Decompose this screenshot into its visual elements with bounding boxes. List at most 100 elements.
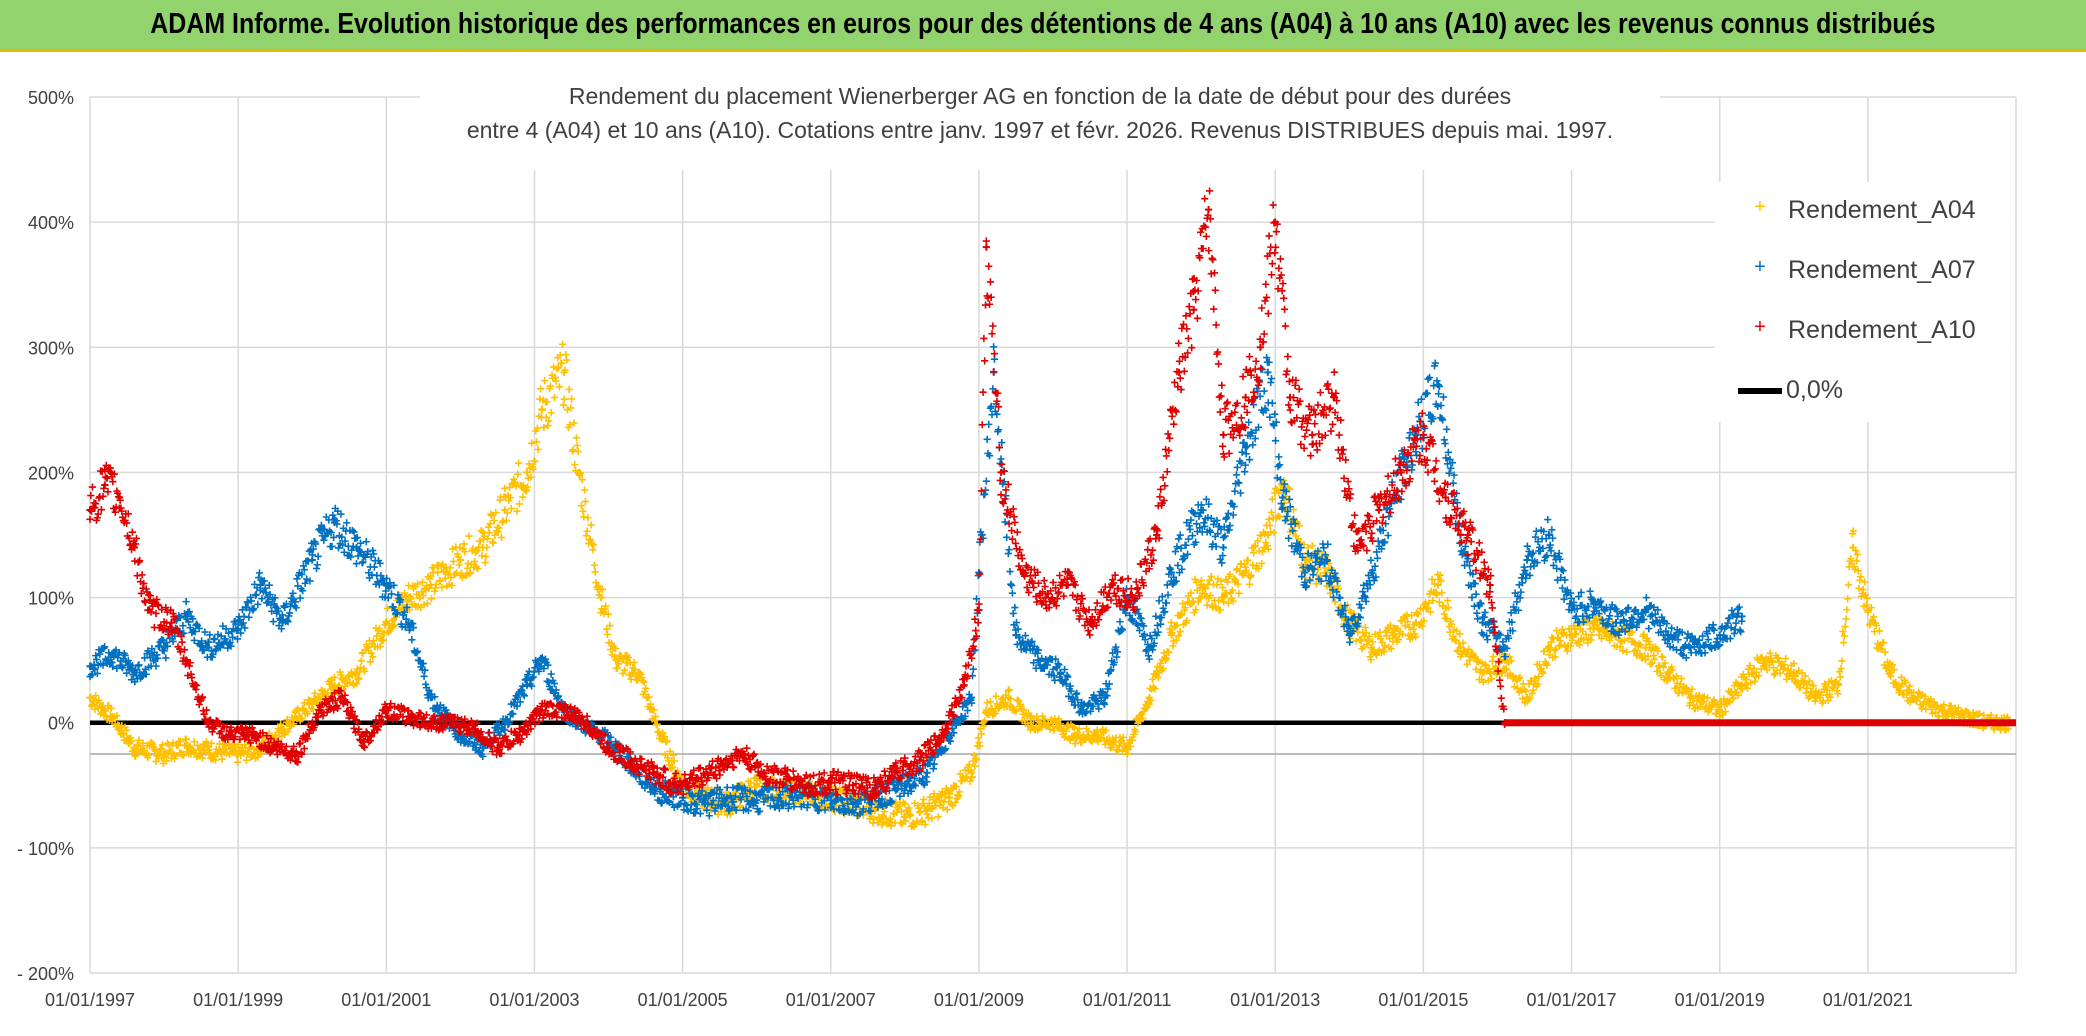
data-point-rendement_a04 xyxy=(1197,581,1205,589)
data-point-rendement_a04 xyxy=(427,581,435,589)
data-point-rendement_a07 xyxy=(1079,706,1087,714)
legend-label-a07: Rendement_A07 xyxy=(1788,256,1976,284)
legend-box xyxy=(1715,182,2015,422)
data-point-rendement_a07 xyxy=(1716,631,1724,639)
data-point-rendement_a04 xyxy=(1390,631,1398,639)
legend: + Rendement_A04 + Rendement_A07 + Rendem… xyxy=(1715,182,2015,422)
data-point-rendement_a07 xyxy=(1367,568,1376,577)
data-point-rendement_a10 xyxy=(649,769,657,777)
y-tick-label: 500% xyxy=(28,88,74,108)
data-point-rendement_a04 xyxy=(1412,619,1420,627)
data-point-rendement_a07 xyxy=(827,796,835,804)
data-point-rendement_a04 xyxy=(86,694,94,702)
data-point-rendement_a07 xyxy=(1686,644,1694,652)
data-point-rendement_a07 xyxy=(1242,443,1250,451)
data-point-rendement_a07 xyxy=(330,518,339,527)
data-point-rendement_a04 xyxy=(1264,531,1272,539)
data-point-rendement_a07 xyxy=(1612,619,1620,627)
data-point-rendement_a04 xyxy=(1686,694,1694,702)
data-point-rendement_a07 xyxy=(1642,606,1650,614)
data-point-rendement_a10 xyxy=(1419,431,1427,439)
data-point-rendement_a07 xyxy=(1479,619,1487,627)
data-point-rendement_a10 xyxy=(227,731,235,739)
data-point-rendement_a10 xyxy=(693,775,702,783)
data-point-rendement_a04 xyxy=(656,731,664,739)
data-point-rendement_a04 xyxy=(479,543,487,552)
data-point-rendement_a04 xyxy=(1167,631,1176,639)
data-point-rendement_a10 xyxy=(204,719,213,727)
data-point-rendement_a04 xyxy=(1908,694,1916,702)
data-point-rendement_a04 xyxy=(634,669,642,677)
data-point-rendement_a10 xyxy=(782,775,790,783)
data-point-rendement_a10 xyxy=(1353,543,1361,552)
data-point-rendement_a07 xyxy=(1264,368,1272,376)
data-point-rendement_a10 xyxy=(738,750,746,758)
data-point-rendement_a10 xyxy=(1041,593,1050,602)
data-point-rendement_a10 xyxy=(1153,531,1161,539)
data-point-rendement_a10 xyxy=(760,769,768,777)
x-tick-label: 01/01/1999 xyxy=(193,990,283,1010)
data-point-rendement_a10 xyxy=(538,706,546,714)
data-point-rendement_a04 xyxy=(560,368,568,376)
data-point-rendement_a07 xyxy=(1012,631,1020,639)
data-point-rendement_a04 xyxy=(108,712,116,721)
data-point-rendement_a04 xyxy=(1367,644,1376,652)
data-point-rendement_a04 xyxy=(1049,719,1057,727)
data-point-rendement_a07 xyxy=(1545,531,1553,539)
data-point-rendement_a04 xyxy=(575,468,583,477)
data-point-rendement_a07 xyxy=(967,694,976,702)
data-point-rendement_a04 xyxy=(501,506,509,514)
data-point-rendement_a10 xyxy=(1256,343,1265,351)
data-point-rendement_a04 xyxy=(1123,744,1131,752)
data-point-rendement_a10 xyxy=(1108,581,1116,589)
data-point-rendement_a04 xyxy=(1790,669,1798,677)
data-point-rendement_a04 xyxy=(1242,568,1250,577)
data-point-rendement_a07 xyxy=(1738,612,1746,620)
data-point-rendement_a10 xyxy=(145,606,153,614)
data-point-rendement_a07 xyxy=(1345,631,1353,639)
data-point-rendement_a04 xyxy=(901,812,909,821)
y-tick-label: 100% xyxy=(28,589,74,609)
data-point-rendement_a04 xyxy=(404,593,413,602)
data-point-rendement_a10 xyxy=(960,681,968,689)
y-tick-label: 0% xyxy=(48,714,74,734)
data-point-rendement_a10 xyxy=(1271,218,1279,226)
data-point-rendement_a07 xyxy=(1301,568,1309,577)
chart-title-line2: entre 4 (A04) et 10 ans (A10). Cotations… xyxy=(467,117,1613,143)
data-point-rendement_a07 xyxy=(723,794,731,802)
data-point-rendement_a04 xyxy=(1523,694,1531,702)
data-point-rendement_a10 xyxy=(338,694,346,702)
data-point-rendement_a04 xyxy=(1093,731,1102,739)
data-point-rendement_a07 xyxy=(923,769,931,777)
data-point-rendement_a10 xyxy=(182,656,190,664)
data-point-rendement_a10 xyxy=(1130,593,1139,602)
data-point-rendement_a10 xyxy=(604,744,613,752)
data-point-rendement_a04 xyxy=(523,468,531,477)
data-point-rendement_a04 xyxy=(1864,606,1872,614)
data-point-rendement_a04 xyxy=(353,669,361,677)
data-point-rendement_a07 xyxy=(901,781,909,789)
data-point-rendement_a07 xyxy=(501,719,509,727)
data-point-rendement_a04 xyxy=(753,781,761,789)
data-point-rendement_a07 xyxy=(656,787,664,796)
legend-marker-a04: + xyxy=(1754,196,1766,218)
data-point-rendement_a07 xyxy=(256,581,264,589)
data-point-rendement_a10 xyxy=(360,737,368,746)
data-point-rendement_a10 xyxy=(1086,619,1094,627)
y-tick-label: 400% xyxy=(28,213,74,233)
data-point-rendement_a10 xyxy=(1330,393,1339,401)
data-point-rendement_a07 xyxy=(182,612,190,620)
data-point-rendement_a10 xyxy=(1397,468,1405,477)
data-point-rendement_a07 xyxy=(160,644,168,652)
data-point-rendement_a10 xyxy=(293,750,302,758)
data-point-rendement_a10 xyxy=(1219,431,1227,439)
data-point-rendement_a07 xyxy=(1167,568,1176,577)
data-point-rendement_a04 xyxy=(182,741,190,749)
data-point-rendement_a10 xyxy=(116,493,124,502)
data-point-rendement_a10 xyxy=(627,756,635,764)
data-point-rendement_a07 xyxy=(427,694,435,702)
data-point-rendement_a07 xyxy=(382,581,390,589)
data-point-rendement_a10 xyxy=(471,725,479,733)
data-point-rendement_a04 xyxy=(1456,644,1465,652)
data-point-rendement_a07 xyxy=(1197,506,1205,514)
